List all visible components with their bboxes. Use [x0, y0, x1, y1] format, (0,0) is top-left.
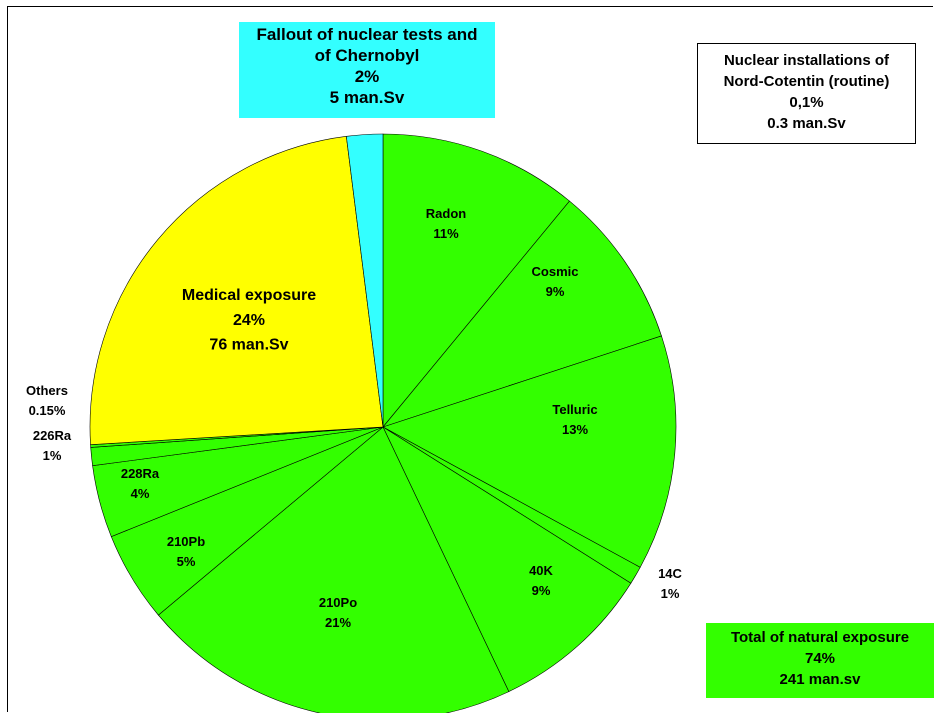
pie-slice-210po: [157, 426, 510, 713]
fallout-annotation: Fallout of nuclear tests and of Chernoby…: [239, 22, 495, 118]
natural-pct: 74%: [804, 650, 836, 667]
nuclear-pct: 0,1%: [789, 94, 824, 111]
fallout-dose: 5 man.Sv: [329, 88, 405, 107]
pie-slice-telluric: [382, 335, 677, 568]
chart-frame: [7, 6, 933, 712]
slice-label-226ra: 226Ra 1%: [33, 428, 72, 463]
pie-slice-medical-exposure: [89, 135, 384, 445]
slice-label-cosmic: Cosmic 9%: [532, 264, 579, 299]
pie-slice-fallout-of-nuclear-tests-and-of-chernobyl: [345, 133, 384, 428]
slice-label-medical-exposure: Medical exposure 24% 76 man.Sv: [182, 287, 316, 354]
nuclear-line1: Nuclear installations of: [723, 52, 890, 69]
nuclear-dose: 0.3 man.Sv: [767, 115, 846, 132]
slice-label-228ra: 228Ra 4%: [121, 466, 160, 501]
slice-label-others: Others 0.15%: [26, 383, 68, 418]
nuclear-line2: Nord-Cotentin (routine): [723, 73, 890, 90]
slice-label-210pb: 210Pb 5%: [167, 534, 205, 569]
slice-label-14c: 14C 1%: [658, 566, 682, 601]
pie-slice-cosmic: [382, 200, 662, 428]
natural-annotation: Total of natural exposure 74% 241 man.sv: [706, 623, 934, 698]
fallout-pct: 2%: [354, 67, 380, 86]
nuclear-annotation: Nuclear installations of Nord-Cotentin (…: [697, 43, 916, 144]
slice-label-40k: 40K 9%: [529, 563, 553, 598]
fallout-line2: of Chernobyl: [314, 46, 420, 65]
slice-label-210po: 210Po 21%: [319, 595, 357, 630]
slice-label-telluric: Telluric 13%: [552, 402, 597, 437]
natural-dose: 241 man.sv: [779, 671, 861, 688]
slice-label-radon: Radon 11%: [426, 206, 467, 241]
natural-line1: Total of natural exposure: [730, 629, 910, 646]
pie-slice-radon: [382, 133, 570, 428]
fallout-line1: Fallout of nuclear tests and: [256, 25, 478, 44]
pie-slice-40k: [382, 426, 632, 693]
